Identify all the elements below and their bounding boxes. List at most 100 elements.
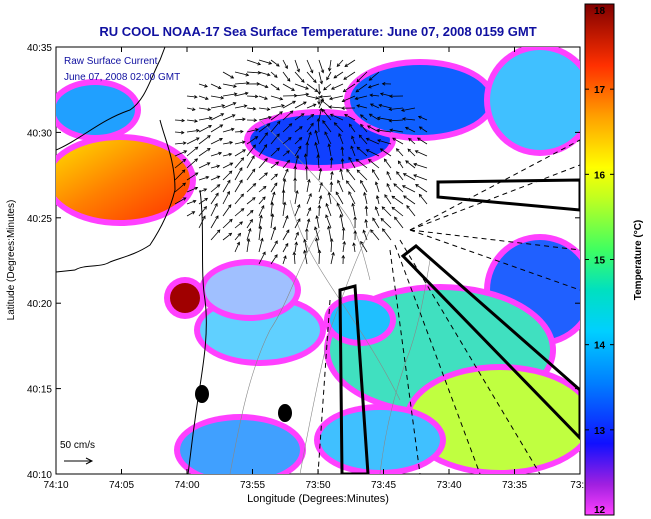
current-arrow <box>246 107 256 110</box>
current-arrow <box>304 250 308 265</box>
current-arrow-head <box>229 162 234 166</box>
current-arrow-head <box>221 104 226 108</box>
current-arrow <box>270 105 285 109</box>
current-arrow <box>234 71 249 76</box>
current-arrow-head <box>386 183 390 187</box>
x-tick-label: 74:00 <box>174 480 199 491</box>
current-arrow-head <box>394 216 398 221</box>
current-arrow <box>341 147 344 157</box>
current-arrow <box>366 138 380 145</box>
current-arrow-head <box>253 118 258 123</box>
current-arrow-head <box>182 182 187 187</box>
current-arrow <box>349 123 356 133</box>
current-arrow-head <box>206 162 211 166</box>
current-arrow-head <box>191 107 196 111</box>
current-arrow-head <box>281 104 285 108</box>
current-arrow-head <box>293 177 297 181</box>
current-arrow <box>270 161 279 169</box>
current-arrow <box>246 128 259 133</box>
current-arrow <box>294 218 301 229</box>
current-arrow-head <box>261 204 265 209</box>
current-arrow <box>369 71 380 81</box>
current-arrow-head <box>340 158 345 162</box>
sst-patch <box>490 50 580 150</box>
current-arrow <box>246 136 258 145</box>
current-arrow-head <box>230 75 235 79</box>
x-tick-label: 73:55 <box>240 480 265 491</box>
y-tick-label: 40:25 <box>27 214 52 225</box>
current-arrow <box>335 191 344 205</box>
current-arrow <box>234 167 243 181</box>
current-arrow-head <box>266 72 271 77</box>
current-arrow <box>174 169 186 181</box>
sst-patch <box>180 420 300 474</box>
current-arrow <box>282 190 285 205</box>
current-arrow-head <box>282 178 287 182</box>
current-arrow <box>294 93 309 97</box>
current-arrow <box>234 242 240 253</box>
x-axis: 74:10 74:05 74:00 73:55 73:50 73:45 73:40 73:35… <box>43 47 590 491</box>
current-arrow-head <box>310 122 314 127</box>
current-arrow <box>386 183 392 193</box>
current-arrow <box>415 184 428 193</box>
current-arrow <box>384 158 392 169</box>
current-arrow <box>222 71 234 79</box>
current-arrow-head <box>319 80 324 85</box>
current-arrow <box>351 135 356 145</box>
current-arrow-head <box>365 137 370 142</box>
current-arrow <box>419 126 428 133</box>
current-arrow-head <box>329 181 334 186</box>
current-arrow-head <box>367 85 372 89</box>
current-arrow-head <box>355 88 360 93</box>
current-arrow <box>367 125 380 133</box>
current-arrow <box>318 250 320 265</box>
current-arrow <box>198 197 208 205</box>
current-arrow <box>186 137 200 145</box>
current-arrow-head <box>214 202 218 207</box>
current-arrow-head <box>220 113 225 117</box>
current-arrow <box>329 95 344 100</box>
current-arrow <box>363 192 368 205</box>
current-arrow-head <box>305 92 310 97</box>
current-arrow <box>342 95 356 102</box>
current-arrow-head <box>268 115 272 120</box>
current-arrow-head <box>408 137 412 142</box>
current-arrow-head <box>365 149 370 153</box>
current-arrow <box>338 133 344 145</box>
current-arrow-head <box>266 107 271 111</box>
current-arrow <box>389 107 404 110</box>
current-arrow <box>380 148 392 157</box>
current-arrow-head <box>239 167 243 171</box>
current-arrow-head <box>204 197 209 202</box>
current-arrow <box>370 103 380 109</box>
current-arrow-head <box>317 101 321 105</box>
current-arrow <box>246 71 261 74</box>
current-arrow-head <box>351 202 355 207</box>
current-arrow <box>368 83 380 88</box>
current-arrow <box>258 95 268 100</box>
current-arrow <box>222 153 232 157</box>
current-arrow <box>330 252 334 265</box>
current-arrow-head <box>327 67 332 72</box>
current-arrow-head <box>288 123 293 127</box>
current-arrow <box>210 138 223 145</box>
current-arrow-head <box>378 103 383 108</box>
current-arrow-head <box>342 240 346 245</box>
current-arrow <box>336 203 344 217</box>
current-arrow <box>210 124 223 133</box>
sst-patch <box>350 65 490 135</box>
current-arrow-head <box>353 216 357 220</box>
current-arrow-head <box>388 118 393 123</box>
current-arrow-head <box>367 125 371 129</box>
current-arrow-head <box>208 116 213 120</box>
x-tick-label: 74:05 <box>109 480 134 491</box>
current-arrow <box>369 113 380 121</box>
current-arrow <box>186 119 198 122</box>
current-arrow-head <box>194 172 199 176</box>
current-arrow-head <box>318 194 323 199</box>
current-arrow <box>330 113 344 121</box>
station-marker <box>278 404 292 422</box>
current-arrow-head <box>216 229 221 233</box>
current-arrow <box>222 141 233 145</box>
